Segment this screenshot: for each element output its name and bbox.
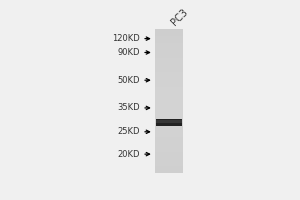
- Bar: [155, 58, 183, 65]
- Bar: [156, 119, 182, 126]
- Bar: [155, 72, 183, 79]
- Text: PC3: PC3: [169, 7, 189, 27]
- Bar: [155, 36, 183, 43]
- Bar: [155, 87, 183, 94]
- Bar: [155, 159, 183, 166]
- Bar: [155, 29, 183, 173]
- Bar: [155, 166, 183, 173]
- Bar: [155, 152, 183, 159]
- Text: 25KD: 25KD: [118, 127, 140, 136]
- Text: 50KD: 50KD: [118, 76, 140, 85]
- Bar: [155, 43, 183, 50]
- Bar: [155, 115, 183, 123]
- Bar: [156, 120, 182, 123]
- Bar: [155, 123, 183, 130]
- Bar: [155, 65, 183, 72]
- Text: 35KD: 35KD: [118, 103, 140, 112]
- Bar: [155, 137, 183, 144]
- Text: 20KD: 20KD: [118, 150, 140, 159]
- Text: 120KD: 120KD: [112, 34, 140, 43]
- Bar: [155, 29, 183, 36]
- Bar: [155, 79, 183, 87]
- Bar: [155, 50, 183, 58]
- Bar: [155, 144, 183, 152]
- Bar: [155, 94, 183, 101]
- Bar: [155, 130, 183, 137]
- Text: 90KD: 90KD: [118, 48, 140, 57]
- Bar: [155, 108, 183, 115]
- Bar: [155, 101, 183, 108]
